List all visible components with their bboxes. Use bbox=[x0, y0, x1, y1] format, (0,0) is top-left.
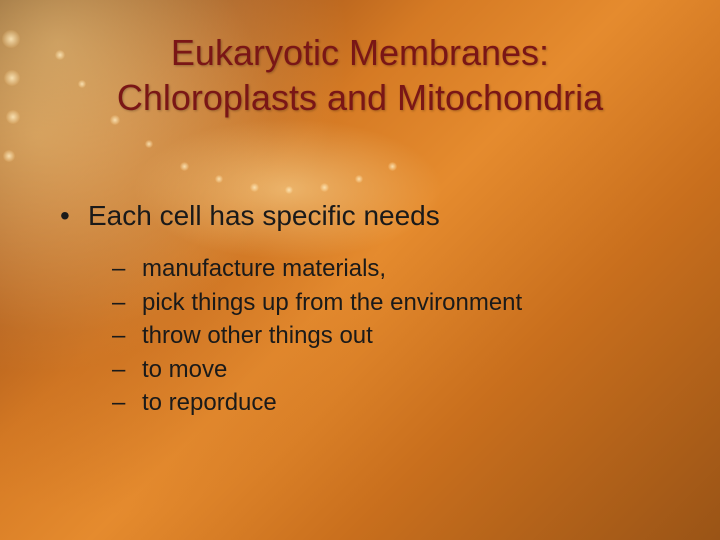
dash-marker: – bbox=[112, 286, 142, 320]
fractal-dot bbox=[3, 150, 15, 162]
slide: Eukaryotic Membranes: Chloroplasts and M… bbox=[0, 0, 720, 540]
fractal-dot bbox=[145, 140, 153, 148]
fractal-dot bbox=[355, 175, 363, 183]
title-line-1: Eukaryotic Membranes: bbox=[0, 30, 720, 75]
sub-bullet-list: –manufacture materials,–pick things up f… bbox=[112, 252, 680, 420]
fractal-dot bbox=[215, 175, 223, 183]
sub-bullet-text: throw other things out bbox=[142, 319, 373, 353]
slide-title: Eukaryotic Membranes: Chloroplasts and M… bbox=[0, 30, 720, 120]
dash-marker: – bbox=[112, 252, 142, 286]
bullet-level-1: • Each cell has specific needs bbox=[60, 200, 680, 232]
dash-marker: – bbox=[112, 319, 142, 353]
sub-bullet-text: pick things up from the environment bbox=[142, 286, 522, 320]
fractal-dot bbox=[388, 162, 397, 171]
fractal-dot bbox=[285, 186, 293, 194]
title-line-2: Chloroplasts and Mitochondria bbox=[0, 75, 720, 120]
dash-marker: – bbox=[112, 386, 142, 420]
bullet-level-2: –manufacture materials, bbox=[112, 252, 680, 286]
bullet-level-2: –to reporduce bbox=[112, 386, 680, 420]
bullet-text: Each cell has specific needs bbox=[88, 200, 440, 232]
slide-body: • Each cell has specific needs –manufact… bbox=[60, 200, 680, 420]
sub-bullet-text: manufacture materials, bbox=[142, 252, 386, 286]
sub-bullet-text: to move bbox=[142, 353, 227, 387]
sub-bullet-text: to reporduce bbox=[142, 386, 277, 420]
bullet-level-2: –pick things up from the environment bbox=[112, 286, 680, 320]
fractal-dot bbox=[180, 162, 189, 171]
fractal-dot bbox=[320, 183, 329, 192]
bullet-level-2: –throw other things out bbox=[112, 319, 680, 353]
bullet-level-2: –to move bbox=[112, 353, 680, 387]
dash-marker: – bbox=[112, 353, 142, 387]
fractal-dot bbox=[250, 183, 259, 192]
bullet-marker: • bbox=[60, 200, 88, 232]
